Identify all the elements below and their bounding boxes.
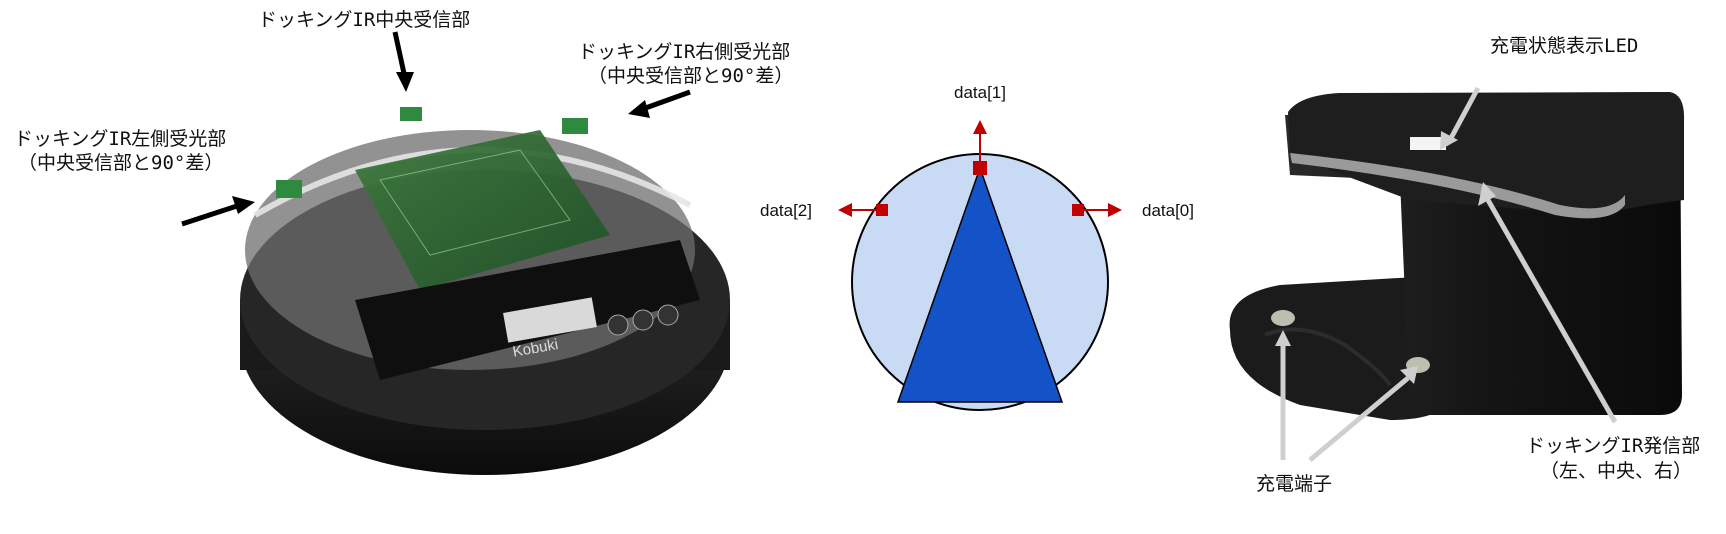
ir-right-receiver: [562, 118, 588, 134]
ir-center-receiver: [400, 107, 422, 121]
arrow-left-receiver: [181, 202, 241, 227]
label-dock-emitter-1: ドッキングIR発信部: [1526, 435, 1700, 457]
label-dock-emitter-2: （左、中央、右）: [1540, 460, 1692, 482]
dock-illustration: [1229, 92, 1685, 420]
pointer-led: [1447, 86, 1481, 142]
button-b1: [632, 309, 654, 331]
pointer-emitter: [1485, 198, 1618, 424]
button-b0: [607, 314, 629, 336]
label-center-receiver: ドッキングIR中央受信部: [258, 9, 470, 31]
sensor-triangle: [896, 165, 1064, 403]
robot-illustration: Kobuki: [240, 107, 730, 475]
ir-sensor-diagram: data[1] data[0] data[2]: [760, 83, 1194, 411]
label-data2: data[2]: [760, 201, 812, 220]
label-dock-led: 充電状態表示LED: [1490, 35, 1638, 57]
pointer-terminal-right: [1308, 376, 1410, 462]
ir-left-receiver: [276, 180, 302, 198]
label-dock-terminal: 充電端子: [1256, 473, 1332, 495]
robot-circuit-board: [355, 130, 610, 290]
serial-port: [503, 297, 597, 343]
arrow-center-receiver: [392, 31, 408, 79]
label-left-receiver-2: （中央受信部と90°差）: [18, 152, 223, 174]
dock-ir-emitter-band: [1290, 153, 1625, 219]
dock-led-window: [1410, 137, 1446, 150]
marker-data1: [973, 161, 987, 175]
label-data0: data[0]: [1142, 201, 1194, 220]
label-right-receiver-2: （中央受信部と90°差）: [588, 65, 793, 87]
label-right-receiver-1: ドッキングIR右側受光部: [578, 41, 790, 63]
dock-terminal-left: [1271, 310, 1295, 326]
marker-data2: [876, 204, 888, 216]
dock-top-cap: [1288, 92, 1685, 215]
button-b2: [657, 304, 679, 326]
arrow-right-receiver: [639, 89, 691, 113]
label-left-receiver-1: ドッキングIR左側受光部: [14, 128, 226, 150]
label-data1: data[1]: [954, 83, 1006, 102]
marker-data0: [1072, 204, 1084, 216]
